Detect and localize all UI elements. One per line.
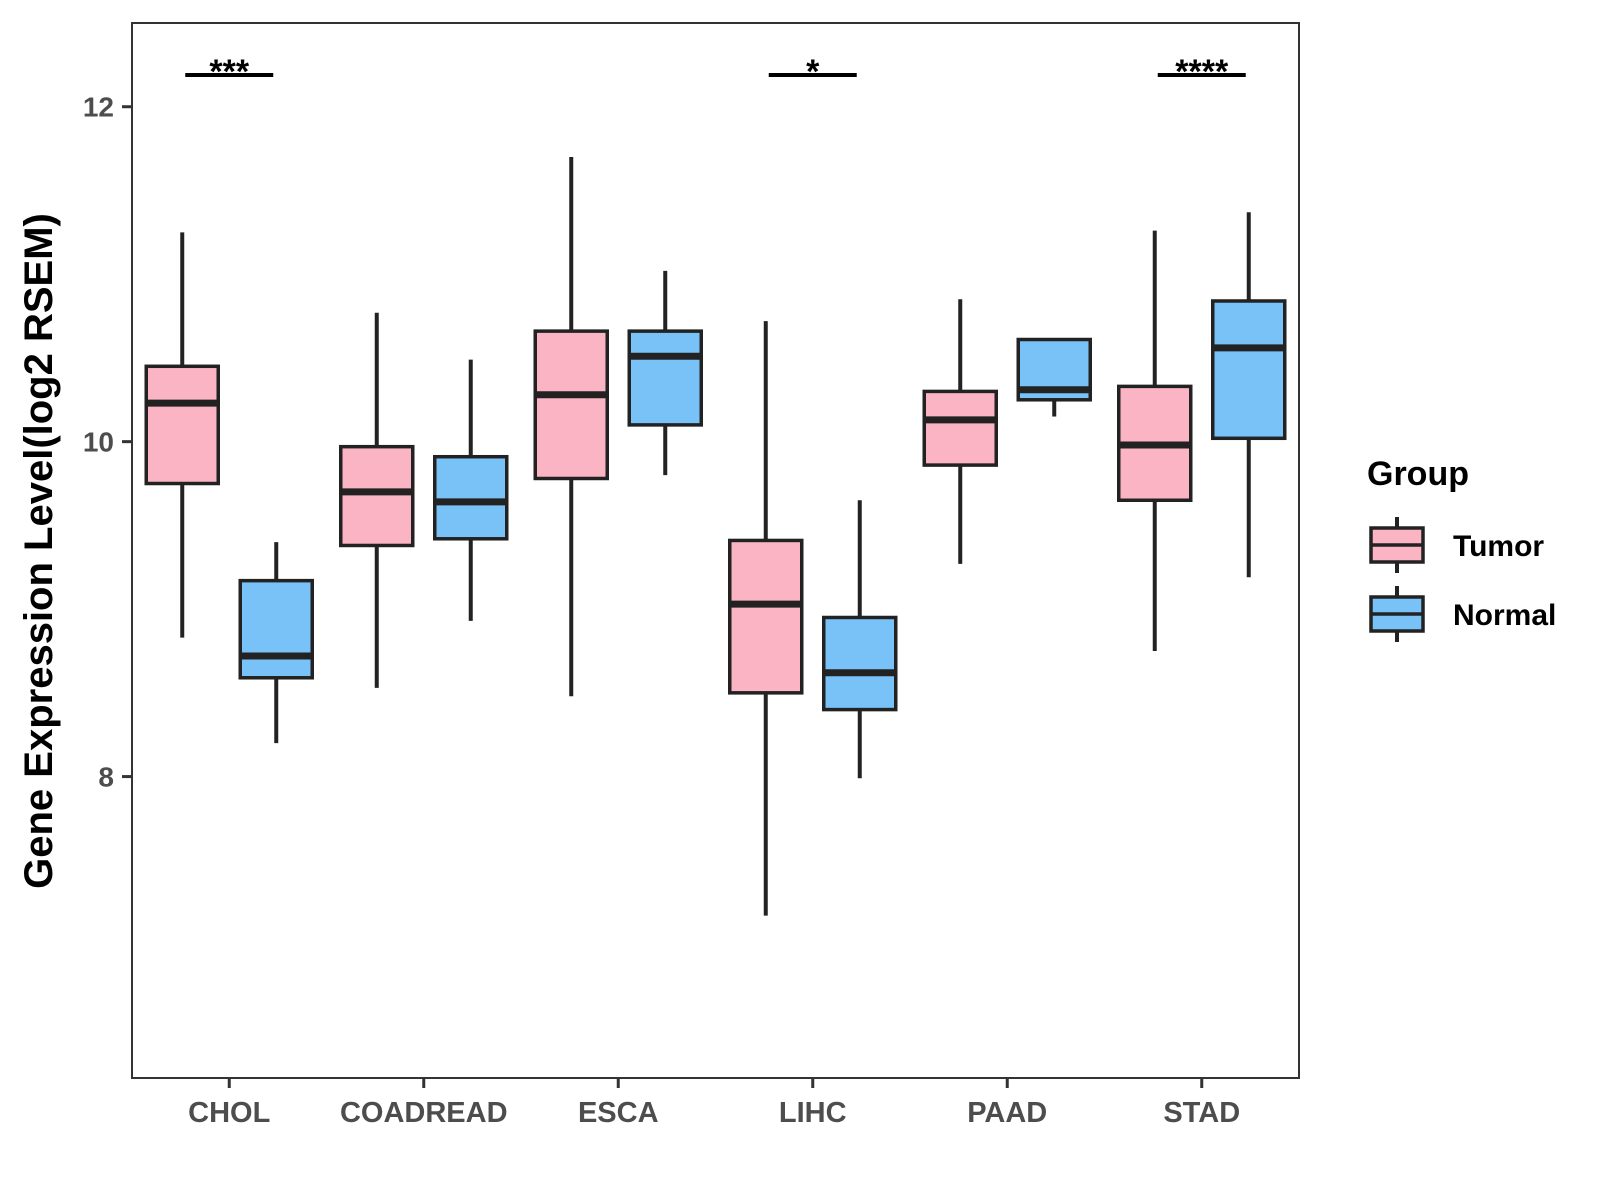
y-axis: 8 10 12 [83,92,132,793]
chart-marks: *** * **** [144,53,1287,916]
box-tumor-chol [144,364,220,486]
x-tick-label-lihc: LIHC [779,1097,847,1129]
y-axis-title: Gene Expression Level(log2 RSEM) [17,213,61,889]
y-tick-label-8: 8 [98,762,114,793]
box-normal-esca [627,329,703,427]
legend-label-tumor: Tumor [1453,530,1544,563]
box-tumor-esca [533,329,609,481]
plot-panel [131,22,1300,1079]
box-normal-coadread [433,454,509,541]
x-axis: CHOL COADREAD ESCA LIHC PAAD STAD [188,1078,1240,1129]
box-tumor-lihc [728,538,804,695]
significance-label-stad: **** [1175,53,1229,91]
x-tick-label-paad: PAAD [967,1097,1047,1129]
legend-title: Group [1367,455,1469,493]
significance-label-lihc: * [806,53,820,91]
legend-label-normal: Normal [1453,599,1556,632]
box-normal-stad [1211,299,1287,441]
x-tick-label-stad: STAD [1163,1097,1240,1129]
x-tick-label-chol: CHOL [188,1097,270,1129]
box-tumor-paad [922,389,998,467]
box-normal-chol [238,578,314,680]
y-tick-label-12: 12 [83,92,114,123]
box-normal-lihc [822,615,898,712]
significance-label-chol: *** [209,53,249,91]
x-tick-label-coadread: COADREAD [340,1097,508,1129]
legend: Group Tumor Normal [1367,455,1556,642]
x-tick-label-esca: ESCA [578,1097,659,1129]
box-tumor-coadread [339,444,415,548]
y-tick-label-10: 10 [83,427,114,458]
